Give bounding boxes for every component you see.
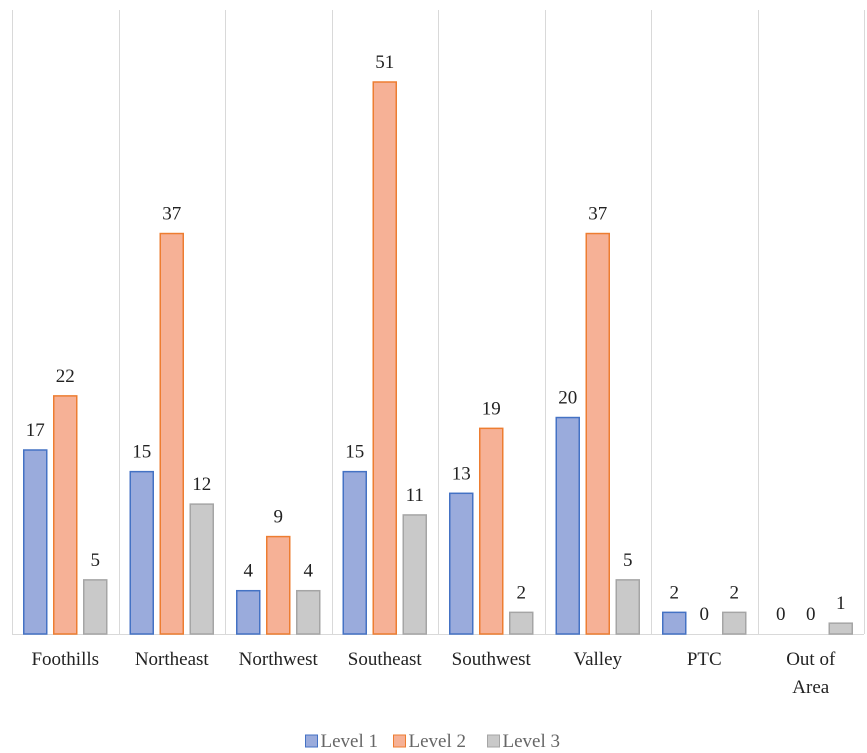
data-label: 13 bbox=[452, 463, 471, 484]
bar bbox=[615, 579, 640, 635]
legend-swatch bbox=[487, 734, 500, 748]
data-label: 12 bbox=[192, 474, 211, 495]
data-label: 20 bbox=[558, 388, 577, 409]
data-label: 15 bbox=[345, 442, 364, 463]
data-label: 1 bbox=[836, 593, 846, 614]
bar bbox=[266, 535, 291, 635]
data-label: 37 bbox=[162, 204, 181, 225]
bar bbox=[296, 589, 321, 635]
data-label: 37 bbox=[588, 204, 607, 225]
bar bbox=[189, 503, 214, 635]
bar bbox=[236, 589, 261, 635]
legend-swatch bbox=[393, 734, 406, 748]
data-label: 22 bbox=[56, 366, 75, 387]
x-tick-label: Foothills bbox=[31, 649, 99, 670]
bar bbox=[585, 232, 610, 635]
x-tick-label: Valley bbox=[573, 649, 622, 670]
data-label: 4 bbox=[304, 561, 314, 582]
x-tick-label: Out of Area bbox=[786, 649, 836, 698]
bar bbox=[83, 579, 108, 635]
bar bbox=[53, 395, 78, 635]
legend: Level 1 Level 2 Level 3 bbox=[305, 731, 561, 752]
x-tick-label: Southeast bbox=[348, 649, 423, 670]
data-label: 9 bbox=[274, 507, 284, 528]
bars bbox=[23, 81, 853, 635]
x-tick-label: Northwest bbox=[239, 649, 319, 670]
legend-label: Level 2 bbox=[409, 731, 467, 752]
x-tick-label: Southwest bbox=[452, 649, 532, 670]
legend-label: Level 1 bbox=[321, 731, 379, 752]
data-label: 17 bbox=[26, 420, 45, 441]
bar bbox=[159, 232, 184, 635]
bar bbox=[479, 427, 504, 635]
bar bbox=[555, 416, 580, 635]
bar bbox=[342, 470, 367, 635]
data-label: 4 bbox=[244, 561, 254, 582]
data-label: 51 bbox=[375, 52, 394, 73]
bar bbox=[509, 611, 534, 635]
data-label: 19 bbox=[482, 398, 501, 419]
x-axis-tick-labels: Foothills Northeast Northwest Southeast Sout… bbox=[31, 649, 836, 698]
legend-label: Level 3 bbox=[503, 731, 561, 752]
data-label: 0 bbox=[776, 604, 786, 625]
data-label: 11 bbox=[406, 485, 424, 506]
data-label: 5 bbox=[91, 550, 101, 571]
legend-swatch bbox=[305, 734, 318, 748]
data-label: 2 bbox=[730, 582, 740, 603]
bar bbox=[662, 611, 687, 635]
bar bbox=[129, 470, 154, 635]
x-tick-label: Northeast bbox=[135, 649, 210, 670]
data-label: 2 bbox=[517, 582, 527, 603]
bar bbox=[372, 81, 397, 635]
x-tick-label: PTC bbox=[687, 649, 722, 670]
bar bbox=[722, 611, 747, 635]
bar bbox=[449, 492, 474, 635]
data-label: 0 bbox=[700, 604, 710, 625]
data-label: 2 bbox=[670, 582, 680, 603]
bar bbox=[402, 514, 427, 635]
data-label: 5 bbox=[623, 550, 633, 571]
bar bbox=[23, 449, 48, 635]
data-label: 15 bbox=[132, 442, 151, 463]
data-label: 0 bbox=[806, 604, 816, 625]
bar bbox=[828, 622, 853, 635]
